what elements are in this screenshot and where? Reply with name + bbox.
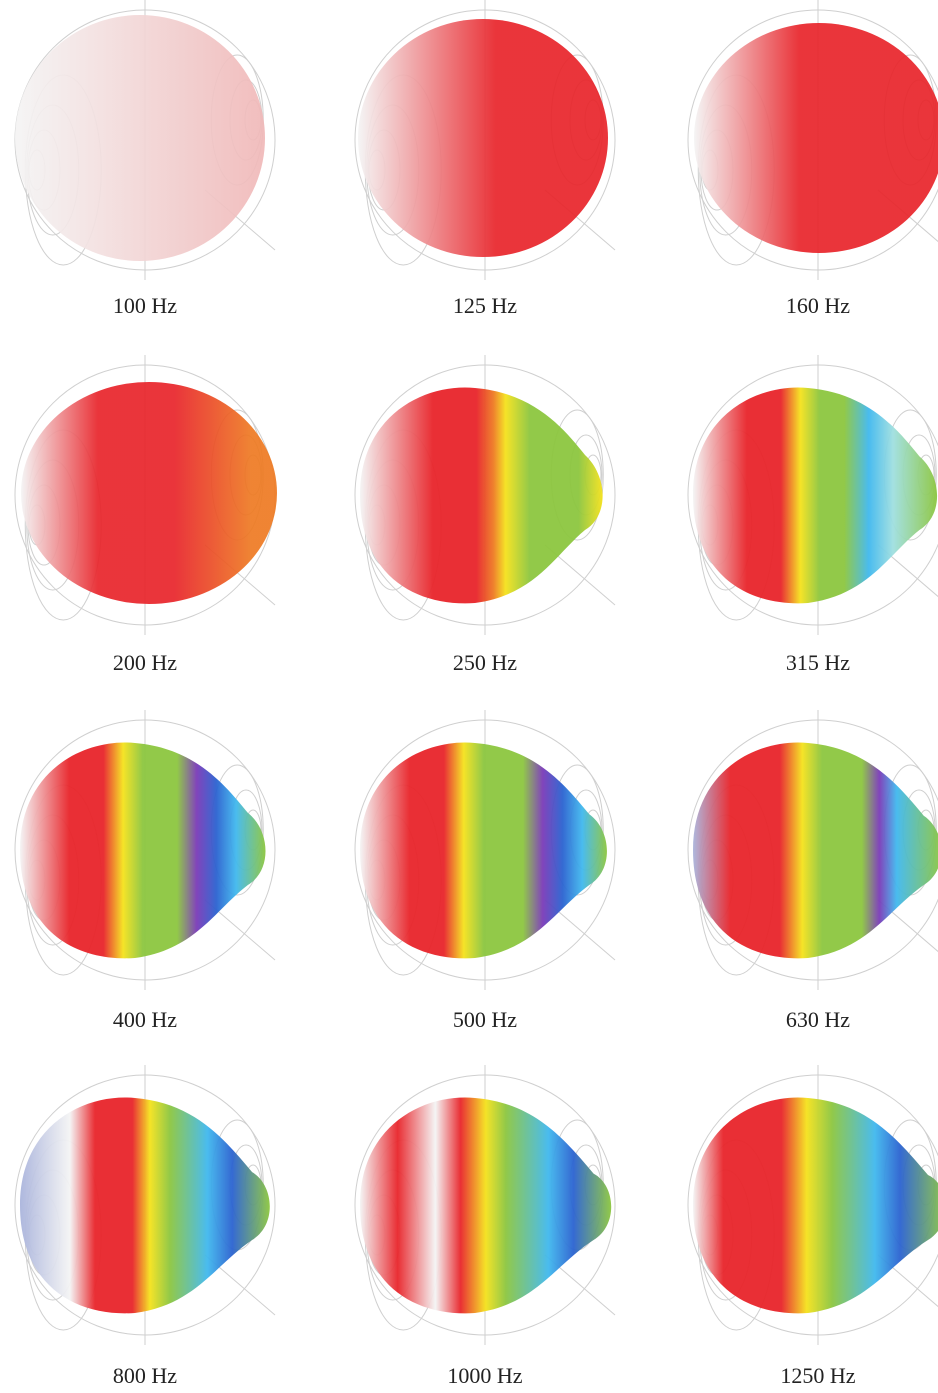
panel-label: 250 Hz xyxy=(453,650,517,675)
balloon xyxy=(358,19,608,257)
balloon-panel: 250 Hz xyxy=(354,355,616,675)
balloon-panel: 630 Hz xyxy=(687,710,938,1032)
balloon xyxy=(360,387,603,604)
balloon-panel: 800 Hz xyxy=(14,1065,276,1388)
balloon-panel: 1000 Hz xyxy=(354,1065,616,1388)
panel-label: 100 Hz xyxy=(113,293,177,318)
panel-label: 1000 Hz xyxy=(447,1363,522,1388)
balloon-panel: 160 Hz xyxy=(687,0,938,318)
panel-label: 400 Hz xyxy=(113,1007,177,1032)
panel-label: 200 Hz xyxy=(113,650,177,675)
balloon-panel: 200 Hz xyxy=(14,355,277,675)
balloon xyxy=(360,1097,612,1314)
balloon xyxy=(21,382,277,604)
balloon-panel: 500 Hz xyxy=(354,710,616,1032)
panel-label: 315 Hz xyxy=(786,650,850,675)
panel-label: 160 Hz xyxy=(786,293,850,318)
panel-label: 800 Hz xyxy=(113,1363,177,1388)
balloon xyxy=(694,23,938,253)
panel-label: 500 Hz xyxy=(453,1007,517,1032)
panel-label: 1250 Hz xyxy=(780,1363,855,1388)
balloon-panel: 125 Hz xyxy=(354,0,616,318)
balloon xyxy=(693,1097,938,1314)
panel-label: 630 Hz xyxy=(786,1007,850,1032)
balloon-panel: 1250 Hz xyxy=(687,1065,938,1388)
balloon xyxy=(20,1097,270,1314)
balloon xyxy=(693,742,938,959)
balloon-panel: 100 Hz xyxy=(14,0,276,318)
balloon xyxy=(693,387,938,604)
panel-label: 125 Hz xyxy=(453,293,517,318)
balloon-panel: 400 Hz xyxy=(14,710,276,1032)
balloon xyxy=(360,742,607,959)
balloon xyxy=(20,742,266,959)
balloon xyxy=(15,15,265,261)
balloon-panel: 315 Hz xyxy=(687,355,938,675)
